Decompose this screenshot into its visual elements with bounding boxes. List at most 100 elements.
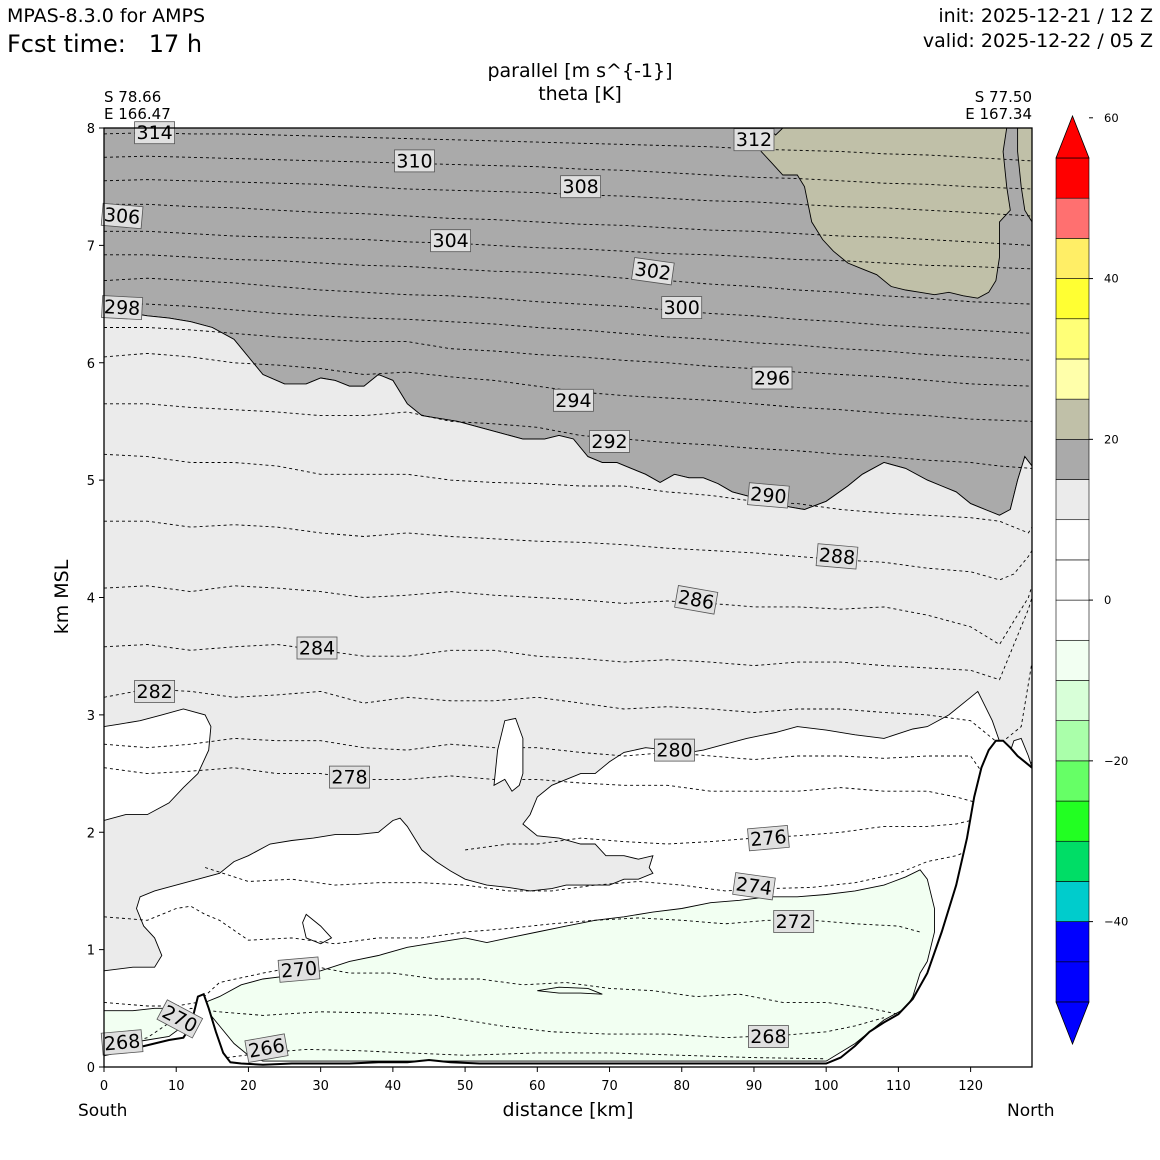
theta-label-text: 292 <box>591 431 627 453</box>
x-tick-label: 10 <box>168 1079 185 1094</box>
theta-label: 310 <box>394 149 435 172</box>
left-endpoint-lon: E 166.47 <box>104 105 171 123</box>
colorbar-under-arrow <box>1055 1001 1090 1046</box>
x-tick-label: 70 <box>601 1079 618 1094</box>
theta-label-text: 276 <box>749 826 787 851</box>
theta-label: 280 <box>654 738 695 762</box>
theta-label: 276 <box>747 824 790 852</box>
chart-title-line-1: parallel [m s^{-1}] <box>487 60 673 82</box>
theta-label: 290 <box>747 482 790 509</box>
theta-contour-286 <box>104 585 1032 646</box>
fcst-value: 17 h <box>148 30 203 58</box>
theta-contour-302 <box>104 254 1032 305</box>
theta-label-text: 312 <box>736 129 772 151</box>
theta-label: 268 <box>100 1029 144 1056</box>
theta-label-box <box>747 824 790 852</box>
y-tick-label: 4 <box>87 592 95 607</box>
colorbar-tick-label: 0 <box>1104 593 1111 607</box>
theta-label: 292 <box>589 429 630 453</box>
theta-label-box <box>773 910 815 933</box>
theta-label-box <box>156 999 204 1039</box>
colorbar-segment <box>1055 278 1090 320</box>
theta-contour-272 <box>104 905 921 945</box>
wind-region-2 <box>104 309 1032 972</box>
theta-label: 314 <box>134 121 176 144</box>
theta-label-box <box>430 229 472 253</box>
left-endpoint-lat: S 78.66 <box>104 88 162 106</box>
theta-contour-310 <box>104 155 1032 190</box>
colorbar-tick-label: 40 <box>1104 272 1119 286</box>
x-tick-label: 40 <box>385 1079 402 1094</box>
wind-closed-contour-1 <box>302 913 333 945</box>
colorbar-segment <box>1055 519 1090 561</box>
theta-label-text: 272 <box>776 911 812 933</box>
wind-shading <box>104 128 1032 1067</box>
colorbar-over-arrow <box>1055 114 1090 159</box>
colorbar-segment <box>1055 238 1090 279</box>
colorbar-segment <box>1055 639 1090 681</box>
right-endpoint-lon: E 167.34 <box>965 105 1032 123</box>
y-tick-label: 2 <box>87 826 95 841</box>
theta-label-text: 278 <box>331 767 367 789</box>
theta-label-text: 280 <box>656 740 692 762</box>
colorbar-segment <box>1055 760 1090 802</box>
colorbar-segment <box>1055 599 1090 641</box>
theta-label-box <box>751 366 793 390</box>
right-endpoint-coords: S 77.50 E 167.34 <box>965 89 1032 123</box>
theta-label: 272 <box>773 910 815 933</box>
terrain <box>104 739 1032 1067</box>
y-tick-label: 0 <box>87 1061 95 1076</box>
colorbar-tick-label: −40 <box>1104 915 1128 929</box>
theta-label-box <box>553 388 594 412</box>
theta-label-text: 274 <box>734 873 773 900</box>
theta-label-box <box>661 296 703 320</box>
theta-label-text: 284 <box>299 638 335 660</box>
theta-label-box <box>631 257 675 286</box>
colorbar-segment <box>1055 559 1090 601</box>
theta-label-box <box>101 295 144 321</box>
x-tick-label: 120 <box>958 1079 983 1094</box>
wind-contour-lines <box>302 717 603 995</box>
theta-contour-276 <box>465 820 971 851</box>
colorbar-segment <box>1055 358 1090 400</box>
theta-label-text: 282 <box>136 681 172 703</box>
theta-label: 286 <box>674 585 719 615</box>
colorbar-segment <box>1055 479 1090 521</box>
theta-label-box <box>329 765 370 789</box>
colorbar-segment <box>1055 881 1090 922</box>
valid-time: valid: 2025-12-22 / 05 Z <box>922 30 1153 52</box>
theta-label-text: 290 <box>749 483 787 508</box>
theta-contour-300 <box>104 277 1032 334</box>
theta-label-box <box>748 1025 789 1048</box>
theta-label: 302 <box>631 257 675 286</box>
y-axis-label: km MSL <box>51 559 73 635</box>
x-tick-label: 80 <box>673 1079 690 1094</box>
colorbar-segment <box>1055 921 1090 963</box>
theta-label: 270 <box>277 956 321 983</box>
theta-label: 266 <box>244 1033 289 1063</box>
colorbar: −40 −20 0 20 40 60 <box>1055 111 1128 1046</box>
y-tick-label: 7 <box>87 239 95 254</box>
colorbar-tick-label: 20 <box>1104 432 1119 446</box>
x-axis-label: distance [km] <box>502 1099 634 1121</box>
x-axis: 0 10 20 30 40 50 60 70 80 90 100 110 120 <box>100 1067 983 1094</box>
theta-label-text: 310 <box>396 150 432 172</box>
theta-label-text: 294 <box>555 390 591 412</box>
terrain-line <box>104 739 1032 1066</box>
theta-label-box <box>815 543 859 570</box>
theta-label-box <box>244 1033 289 1063</box>
model-name: MPAS-8.3.0 for AMPS <box>7 5 206 27</box>
y-tick-label: 6 <box>87 357 95 372</box>
theta-label-text: 300 <box>664 297 700 319</box>
x-tick-label: 60 <box>529 1079 546 1094</box>
theta-contour-296 <box>104 327 1032 387</box>
theta-label-text: 268 <box>750 1026 786 1048</box>
theta-contour-306 <box>104 203 1032 246</box>
right-endpoint-lat: S 77.50 <box>974 88 1032 106</box>
theta-label-box <box>747 482 790 509</box>
y-tick-label: 8 <box>87 122 95 137</box>
wind-region-1 <box>753 128 1032 299</box>
theta-label-box <box>560 175 601 199</box>
y-tick-label: 3 <box>87 709 95 724</box>
